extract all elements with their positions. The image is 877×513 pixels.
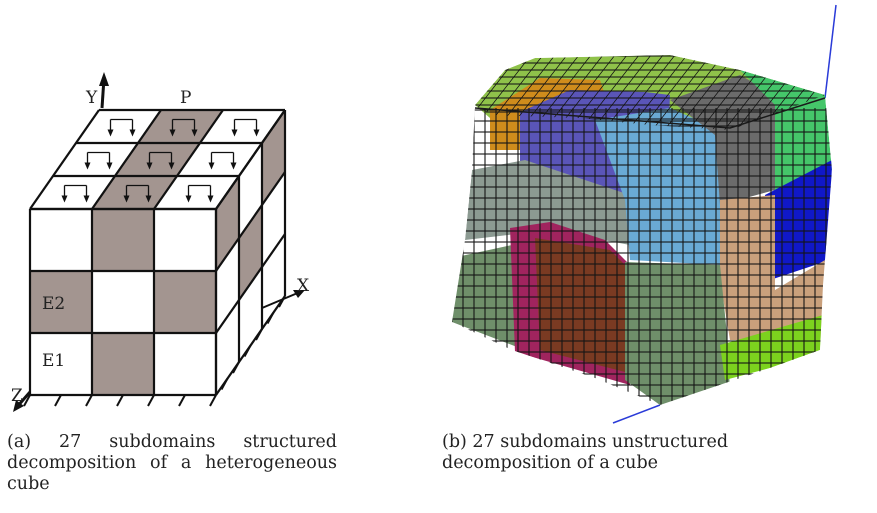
support-mark <box>209 394 217 407</box>
shaded-side-cell <box>216 176 239 271</box>
shaded-side-cell <box>262 110 285 205</box>
load-arrow-head <box>129 129 136 137</box>
x-axis-arrowhead <box>293 290 305 298</box>
caption-b: (b) 27 subdomains unstructured decomposi… <box>442 432 729 473</box>
grid-line <box>153 109 224 210</box>
load-arrow-head <box>106 162 113 170</box>
diagonal-axis-line <box>612 404 661 424</box>
support-mark <box>54 394 62 407</box>
load-arrow-head <box>191 129 198 137</box>
support-mark <box>255 328 263 341</box>
support-mark <box>85 394 93 407</box>
load-arrow-head <box>61 195 68 203</box>
shaded-front-cell <box>154 271 216 333</box>
load-arrow-head <box>83 195 90 203</box>
load-arrow-head <box>84 162 91 170</box>
cube-front-edge <box>474 97 826 129</box>
shaded-side-cell <box>239 205 262 300</box>
load-label: P <box>180 88 191 108</box>
load-arrow-head <box>168 162 175 170</box>
shaded-front-cell <box>30 271 92 333</box>
load-arrow-head <box>107 129 114 137</box>
unstructured-decomposition-mesh <box>452 4 837 424</box>
support-mark <box>23 394 31 407</box>
axes <box>13 72 305 412</box>
grid-line <box>215 171 286 272</box>
load-arrow-head <box>207 195 214 203</box>
grid-line <box>91 109 162 210</box>
load-arrow-head <box>230 162 237 170</box>
y-axis-arrowhead <box>99 72 109 86</box>
load-arrow-head <box>123 195 130 203</box>
load-arrow-head <box>208 162 215 170</box>
grid-line <box>215 233 286 334</box>
load-arrow-head <box>185 195 192 203</box>
caption-a: (a) 27 subdomains structured decompositi… <box>7 432 337 494</box>
support-mark <box>266 312 275 324</box>
support-mark <box>243 345 252 357</box>
structured-decomposition-diagram: Y X Z P E2 E1 <box>11 72 310 412</box>
y-axis-label: Y <box>85 88 98 108</box>
support-mark <box>116 394 124 407</box>
material-e2-label: E2 <box>42 294 65 314</box>
support-mark <box>232 361 240 374</box>
shaded-top-strip <box>92 110 223 209</box>
mesh-top-grid-overlay <box>475 55 825 130</box>
vertical-axis-line <box>824 4 837 99</box>
z-axis-label: Z <box>11 386 23 406</box>
support-mark <box>147 394 155 407</box>
load-arrow-head <box>231 129 238 137</box>
shaded-front-cell <box>92 209 154 271</box>
z-axis-arrowhead <box>13 400 24 412</box>
x-axis-arrow <box>261 291 301 309</box>
support-mark <box>220 378 229 390</box>
load-arrow-head <box>253 129 260 137</box>
x-axis-label: X <box>297 276 310 296</box>
load-arrows <box>61 118 260 203</box>
grid-line <box>215 109 286 210</box>
mesh-grid-overlay <box>452 108 832 405</box>
load-arrow-head <box>169 129 176 137</box>
mesh-body <box>452 55 832 405</box>
material-e1-label: E1 <box>42 351 65 371</box>
shaded-subdomains <box>30 110 285 395</box>
grid-line <box>29 109 100 210</box>
support-mark <box>178 394 186 407</box>
shaded-front-cell <box>92 333 154 395</box>
load-arrow-head <box>145 195 152 203</box>
load-arrow-head <box>146 162 153 170</box>
